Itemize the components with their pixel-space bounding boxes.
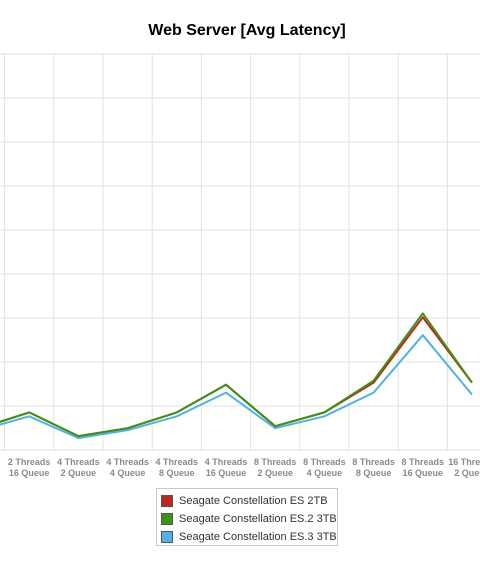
legend-item-es-2tb[interactable]: Seagate Constellation ES 2TB [161,492,337,510]
chart-title: Web Server [Avg Latency] [148,22,345,39]
legend-swatch [161,495,173,507]
x-tick-label: 2 Threads 16 Queue [8,457,51,478]
x-tick-label: 4 Threads 2 Queue [57,457,100,478]
legend-item-es2-3tb[interactable]: Seagate Constellation ES.2 3TB [161,510,337,528]
series-line-2 [0,334,473,440]
x-tick-label: 8 Threads 2 Queue [254,457,297,478]
legend-label: Seagate Constellation ES.3 3TB [179,531,337,543]
x-tick-label: 4 Threads 16 Queue [205,457,248,478]
series-line-0 [0,316,473,438]
gridlines [0,53,480,451]
legend-label: Seagate Constellation ES.2 3TB [179,513,337,525]
legend-swatch [161,531,173,543]
x-tick-label: 4 Threads 4 Queue [106,457,149,478]
series-line-1 [0,312,473,438]
legend: Seagate Constellation ES 2TB Seagate Con… [156,488,338,546]
series-lines [0,312,473,440]
legend-swatch [161,513,173,525]
x-tick-label: 4 Threads 8 Queue [156,457,199,478]
x-tick-label: 8 Threads 8 Queue [352,457,395,478]
x-tick-label: 8 Threads 4 Queue [303,457,346,478]
x-tick-label: 8 Threads 16 Queue [402,457,445,478]
legend-label: Seagate Constellation ES 2TB [179,495,328,507]
legend-item-es3-3tb[interactable]: Seagate Constellation ES.3 3TB [161,528,337,546]
